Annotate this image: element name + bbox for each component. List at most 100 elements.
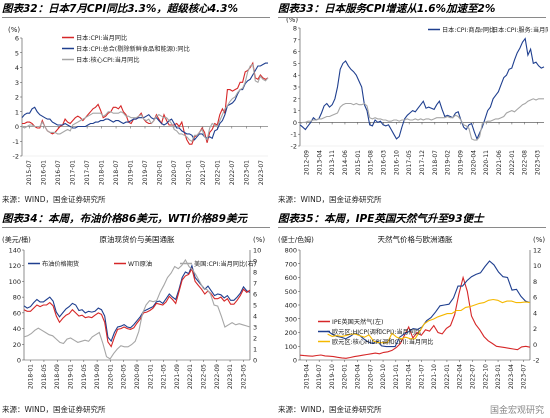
y-right-tick-label: 6 [533, 294, 537, 302]
y-right-tick-label: 12 [533, 247, 541, 255]
x-tick-label: 2022-07 [229, 160, 236, 185]
x-tick-label: 2021-10 [431, 364, 438, 389]
y-tick-label: 800 [285, 247, 297, 255]
series-line-2 [299, 98, 544, 141]
y-right-tick-label: 6 [253, 291, 257, 299]
x-tick-label: 2022-01 [187, 364, 194, 389]
x-tick-label: 2023-05 [240, 364, 247, 389]
x-tick-label: 2019-07 [316, 364, 323, 389]
x-tick-label: 2017-07 [84, 160, 91, 185]
source-note: 来源：WIND，国金证券研究所 [2, 405, 106, 414]
x-tick-label: 2021-09 [174, 364, 181, 389]
series-line-2 [327, 260, 531, 348]
chart-title: 图表33：日本服务CPI增速从1.6%加速至2% [278, 3, 496, 15]
x-tick-label: 2020-01 [156, 160, 163, 185]
x-tick-label: 2014-06 [342, 150, 349, 175]
y-axis-unit-left: (便士/色姆) [278, 235, 314, 244]
x-tick-label: 2016-01 [41, 160, 48, 185]
x-tick-label: 2020-04 [470, 150, 477, 175]
title-divider [2, 17, 270, 18]
y-tick-label: 3 [293, 84, 297, 92]
y-right-tick-label: 10 [253, 247, 261, 255]
source-note: 来源：WIND，国金证券研究所 [278, 405, 382, 414]
y-tick-label: 5 [293, 60, 297, 68]
x-tick-label: 2023-07 [258, 160, 265, 185]
y-tick-label: 4 [15, 64, 19, 72]
x-tick-label: 2019-07 [142, 160, 149, 185]
legend-label: 布油价格期货 [42, 260, 79, 268]
x-tick-label: 2019-02 [445, 150, 452, 175]
x-tick-label: 2022-08 [522, 150, 529, 175]
series-line-1 [299, 275, 531, 359]
series-line-1 [299, 37, 545, 141]
y-tick-label: 0 [15, 123, 19, 131]
x-tick-label: 2016-03 [380, 150, 387, 175]
y-right-tick-label: 3 [253, 324, 257, 332]
legend-label: 日本:CPI:服务:当月同比 [492, 26, 548, 34]
series-line-1 [23, 263, 251, 343]
y-tick-label: 700 [285, 260, 297, 268]
x-tick-label: 2022-09 [214, 364, 221, 389]
series-line-3 [23, 258, 251, 360]
y-right-tick-label: 10 [533, 262, 541, 270]
x-tick-label: 2013-11 [329, 150, 336, 175]
title-divider [278, 227, 546, 228]
series-line-2 [21, 62, 268, 141]
y-tick-label: 400 [285, 302, 297, 310]
y-right-tick-label: 2 [533, 325, 537, 333]
x-tick-label: 2021-01 [147, 364, 154, 389]
y-right-tick-label: 0 [253, 357, 257, 365]
y-tick-label: -1 [291, 131, 297, 139]
y-right-tick-label: 8 [533, 278, 537, 286]
y-tick-label: 0 [17, 357, 21, 365]
x-tick-label: 2021-01 [185, 160, 192, 185]
y-tick-label: 200 [285, 329, 297, 337]
x-tick-label: 2021-05 [161, 364, 168, 389]
x-tick-label: 2019-01 [128, 160, 135, 185]
x-tick-label: 2020-07 [171, 160, 178, 185]
y-right-tick-label: 9 [253, 258, 257, 266]
x-tick-label: 2020-05 [121, 364, 128, 389]
y-right-tick-label: -2 [533, 357, 539, 365]
x-tick-label: 2015-07 [26, 160, 33, 185]
x-tick-label: 2021-01 [393, 364, 400, 389]
y-right-tick-label: 8 [253, 269, 257, 277]
x-tick-label: 2021-04 [406, 364, 413, 389]
chart-svg: (%) -2 -1 0 1 2 3 4 5 6 7 8 2012-09 2013-04 2013-11 201… [286, 18, 548, 175]
y-tick-label: 3 [15, 79, 19, 87]
y-tick-label: 140 [9, 247, 21, 255]
y-right-tick-label: 1 [253, 346, 257, 354]
x-tick-label: 2017-12 [419, 150, 426, 175]
x-tick-label: 2021-07 [200, 160, 207, 185]
y-tick-label: 6 [15, 35, 19, 43]
chart-panel-35: 图表35：本周，IPE英国天然气升至93便士 (便士/色姆) (%) 天然气价格与欧… [278, 210, 548, 416]
y-tick-label: 0 [293, 119, 297, 127]
chart-panel-34: 图表34：本周，布油价格86美元，WTI价格89美元 (美元/桶) (%) 原油现货… [2, 210, 272, 416]
x-tick-label: 2022-01 [509, 150, 516, 175]
chart-title: 图表35：本周，IPE英国天然气升至93便士 [278, 213, 484, 225]
x-tick-label: 2019-04 [303, 364, 310, 389]
y-tick-label: 5 [15, 49, 19, 57]
x-tick-label: 2013-04 [316, 150, 323, 175]
y-tick-label: 7 [293, 36, 297, 44]
y-axis-unit-left: (美元/桶) [2, 235, 31, 244]
x-tick-label: 2015-08 [368, 150, 375, 175]
x-tick-label: 2020-01 [342, 364, 349, 389]
x-tick-label: 2018-07 [432, 150, 439, 175]
x-tick-label: 2018-01 [28, 364, 35, 389]
y-tick-label: -2 [13, 153, 19, 161]
y-right-tick-label: 2 [253, 335, 257, 343]
y-tick-label: 1 [15, 108, 19, 116]
y-tick-label: 2 [293, 95, 297, 103]
x-tick-label: 2023-03 [535, 150, 542, 175]
x-tick-label: 2015-01 [355, 150, 362, 175]
x-tick-label: 2019-05 [81, 364, 88, 389]
legend-label: 欧元区:核心HICP(调和CPI):当月同比 [332, 338, 433, 346]
x-tick-label: 2018-09 [54, 364, 61, 389]
x-tick-label: 2017-05 [406, 150, 413, 175]
y-tick-label: 4 [293, 72, 297, 80]
x-tick-label: 2021-07 [418, 364, 425, 389]
chart-panel-33: 图表33：日本服务CPI增速从1.6%加速至2% (%) -2 -1 0 1 2 3 4 5 6 7… [278, 0, 548, 206]
chart-inner-title: 原油现货价与美国通胀 [100, 234, 175, 244]
x-tick-label: 2023-01 [243, 160, 250, 185]
